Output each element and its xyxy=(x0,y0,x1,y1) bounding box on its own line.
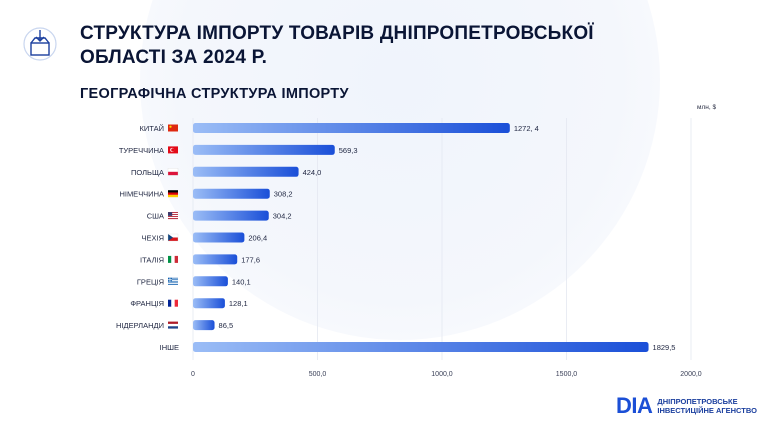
bar xyxy=(193,144,335,155)
category-label: ЧЕХІЯ xyxy=(141,234,164,243)
bar xyxy=(193,254,238,265)
data-label: 128,1 xyxy=(229,299,248,308)
chart-subtitle: ГЕОГРАФІЧНА СТРУКТУРА ІМПОРТУ xyxy=(80,86,349,102)
poland-flag-icon xyxy=(167,168,179,176)
import-box-icon xyxy=(23,27,57,61)
x-tick-label: 1500,0 xyxy=(556,371,578,378)
data-label: 308,2 xyxy=(274,190,293,199)
logo-text: ДНІПРОПЕТРОВСЬКЕ ІНВЕСТИЦІЙНЕ АГЕНСТВО xyxy=(657,397,757,415)
x-tick-label: 0 xyxy=(191,371,195,378)
turkey-flag-icon xyxy=(168,146,178,154)
bar xyxy=(193,123,510,133)
category-label: НІМЕЧЧИНА xyxy=(119,190,164,199)
logo-text-line-1: ДНІПРОПЕТРОВСЬКЕ xyxy=(657,397,738,406)
bar xyxy=(193,276,228,287)
logo-text-line-2: ІНВЕСТИЦІЙНЕ АГЕНСТВО xyxy=(657,406,757,415)
data-label: 140,1 xyxy=(232,277,251,286)
data-label: 206,4 xyxy=(248,234,267,243)
data-label: 424,0 xyxy=(303,168,322,177)
agency-logo: DIA ДНІПРОПЕТРОВСЬКЕ ІНВЕСТИЦІЙНЕ АГЕНСТ… xyxy=(616,395,757,417)
logo-mark: DIA xyxy=(616,393,653,418)
title-line-1: СТРУКТУРА ІМПОРТУ ТОВАРІВ ДНІПРОПЕТРОВСЬ… xyxy=(80,23,594,44)
title-line-2: ОБЛАСТІ ЗА 2024 Р. xyxy=(80,47,268,68)
china-flag-icon xyxy=(168,124,178,132)
bar xyxy=(193,166,299,177)
category-label: ІТАЛІЯ xyxy=(140,255,164,264)
bar xyxy=(193,232,245,243)
x-tick-label: 500,0 xyxy=(309,371,327,378)
data-label: 177,6 xyxy=(241,255,260,264)
category-label: КИТАЙ xyxy=(140,124,165,133)
data-label: 569,3 xyxy=(339,146,358,155)
bar xyxy=(193,342,649,352)
italy-flag-icon xyxy=(168,255,178,263)
category-label: ФРАНЦІЯ xyxy=(130,299,164,308)
germany-flag-icon xyxy=(168,190,178,198)
category-label: НІДЕРЛАНДИ xyxy=(116,321,164,330)
page-title: СТРУКТУРА ІМПОРТУ ТОВАРІВ ДНІПРОПЕТРОВСЬ… xyxy=(80,22,680,70)
france-flag-icon xyxy=(168,299,178,307)
bar xyxy=(193,188,270,199)
category-label: ТУРЕЧЧИНА xyxy=(119,146,164,155)
czech-flag-icon xyxy=(167,233,179,242)
bar xyxy=(193,210,269,221)
unit-label: млн, $ xyxy=(697,104,717,111)
category-label: ІНШЕ xyxy=(160,343,179,352)
data-label: 1829,5 xyxy=(653,343,676,352)
greece-flag-icon xyxy=(168,277,178,285)
x-tick-label: 2000,0 xyxy=(680,371,702,378)
category-label: ГРЕЦІЯ xyxy=(137,277,164,286)
category-label: США xyxy=(147,212,164,221)
x-tick-label: 1000,0 xyxy=(431,371,453,378)
bar xyxy=(193,298,225,309)
usa-flag-icon xyxy=(168,212,178,220)
bar xyxy=(193,320,215,331)
netherlands-flag-icon xyxy=(168,321,178,329)
category-label: ПОЛЬЩА xyxy=(131,168,164,177)
data-label: 86,5 xyxy=(219,321,234,330)
data-label: 304,2 xyxy=(273,212,292,221)
data-label: 1272, 4 xyxy=(514,124,539,133)
